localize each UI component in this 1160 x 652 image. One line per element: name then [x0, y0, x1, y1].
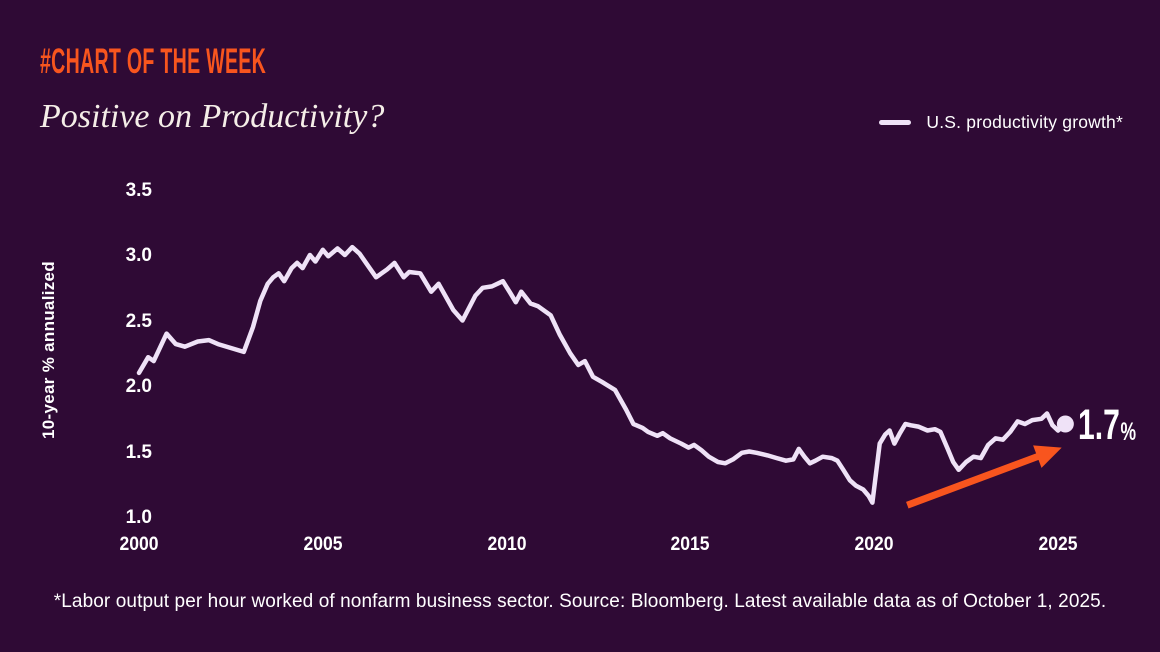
chart-line	[136, 244, 1068, 505]
end-point-dot	[1056, 415, 1074, 433]
x-tick-label: 2025	[1038, 533, 1078, 555]
kicker-title: #CHART OF THE WEEK	[40, 42, 267, 81]
legend: U.S. productivity growth*	[879, 112, 1123, 133]
x-tick-label: 2015	[670, 533, 710, 555]
trend-arrow	[906, 445, 1062, 509]
x-tick-label: 2005	[303, 533, 343, 555]
legend-line-swatch	[879, 120, 912, 125]
arrow-shaft	[906, 451, 1043, 509]
y-tick-label: 2.0	[125, 376, 152, 397]
end-point-value-label: 1.7 %	[1078, 400, 1137, 449]
x-tick-label: 2020	[854, 533, 894, 555]
end-value: 1.7	[1078, 400, 1121, 449]
y-tick-label: 3.5	[125, 179, 152, 201]
y-tick-label: 1.5	[125, 441, 152, 463]
y-tick-label: 3.0	[125, 245, 152, 266]
x-tick-label: 2000	[119, 533, 159, 555]
arrow-head-icon	[1033, 445, 1062, 468]
y-tick-label: 1.0	[125, 507, 152, 528]
page-title: Positive on Productivity?	[40, 98, 385, 135]
end-value-percent-sign: %	[1120, 418, 1137, 447]
x-tick-label: 2010	[487, 533, 527, 555]
legend-label: U.S. productivity growth*	[926, 112, 1123, 132]
y-tick-label: 2.5	[125, 310, 152, 332]
source-footnote: *Labor output per hour worked of nonfarm…	[53, 591, 1107, 612]
